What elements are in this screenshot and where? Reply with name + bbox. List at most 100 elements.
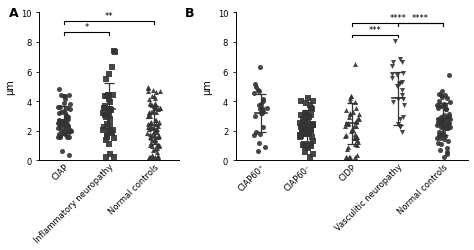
Point [301, 129, 308, 133]
Point [155, 136, 162, 140]
Point [65, 130, 73, 134]
Text: ****: **** [389, 14, 406, 23]
Point [252, 86, 259, 90]
Point [150, 95, 157, 99]
Point [389, 61, 396, 65]
Point [146, 156, 154, 160]
Point [151, 156, 159, 160]
Point [307, 128, 315, 132]
Point [54, 136, 62, 140]
Point [397, 118, 404, 122]
Point [64, 118, 71, 122]
Point [151, 140, 158, 144]
Point [342, 156, 350, 160]
Point [440, 114, 447, 118]
Point [400, 72, 407, 76]
Point [443, 126, 450, 130]
Point [145, 98, 153, 102]
Point [152, 90, 159, 94]
Point [147, 126, 155, 130]
Point [443, 150, 451, 154]
Point [101, 94, 109, 98]
Point [150, 107, 157, 111]
Point [390, 101, 397, 105]
Point [438, 142, 445, 146]
Point [144, 115, 152, 119]
Text: B: B [185, 7, 194, 20]
Point [58, 149, 66, 153]
Point [261, 145, 268, 149]
Point [396, 124, 404, 128]
Point [111, 51, 118, 55]
Point [438, 90, 446, 94]
Point [151, 103, 159, 107]
Point [251, 83, 259, 87]
Point [399, 81, 406, 85]
Point [150, 130, 157, 134]
Point [65, 94, 73, 98]
Point [149, 148, 156, 152]
Point [102, 78, 109, 82]
Point [55, 122, 62, 126]
Point [153, 106, 160, 110]
Point [347, 130, 355, 134]
Point [441, 104, 449, 108]
Point [353, 154, 361, 158]
Point [146, 156, 153, 160]
Point [56, 122, 64, 126]
Point [153, 111, 160, 115]
Point [399, 116, 406, 120]
Point [58, 119, 66, 123]
Point [343, 109, 350, 113]
Point [101, 113, 109, 117]
Point [156, 106, 164, 110]
Point [342, 134, 349, 138]
Point [351, 137, 359, 141]
Point [435, 142, 442, 146]
Point [153, 150, 161, 154]
Point [63, 117, 71, 121]
Point [144, 126, 152, 130]
Point [102, 116, 109, 120]
Point [145, 128, 153, 132]
Point [298, 130, 306, 134]
Point [58, 93, 65, 97]
Point [60, 110, 68, 114]
Point [309, 108, 316, 112]
Point [149, 89, 157, 93]
Point [304, 128, 311, 132]
Point [351, 62, 359, 66]
Point [443, 127, 450, 131]
Point [146, 102, 154, 106]
Point [151, 129, 159, 133]
Point [351, 142, 358, 146]
Point [444, 115, 451, 119]
Point [308, 130, 315, 134]
Point [64, 124, 72, 128]
Point [347, 94, 355, 98]
Point [151, 102, 158, 106]
Point [346, 156, 353, 160]
Point [352, 136, 360, 140]
Point [107, 118, 114, 122]
Point [154, 154, 162, 158]
Point [56, 106, 64, 110]
Point [446, 113, 453, 117]
Point [104, 94, 111, 98]
Point [437, 132, 445, 136]
Point [439, 119, 447, 123]
Point [152, 118, 159, 122]
Point [57, 128, 65, 132]
Point [103, 138, 110, 142]
Point [256, 132, 264, 136]
Point [347, 94, 355, 98]
Point [144, 86, 152, 90]
Point [65, 136, 73, 140]
Point [151, 128, 158, 132]
Point [146, 132, 154, 136]
Point [441, 135, 449, 139]
Point [436, 122, 443, 126]
Point [353, 143, 360, 147]
Point [101, 106, 109, 110]
Point [349, 111, 356, 115]
